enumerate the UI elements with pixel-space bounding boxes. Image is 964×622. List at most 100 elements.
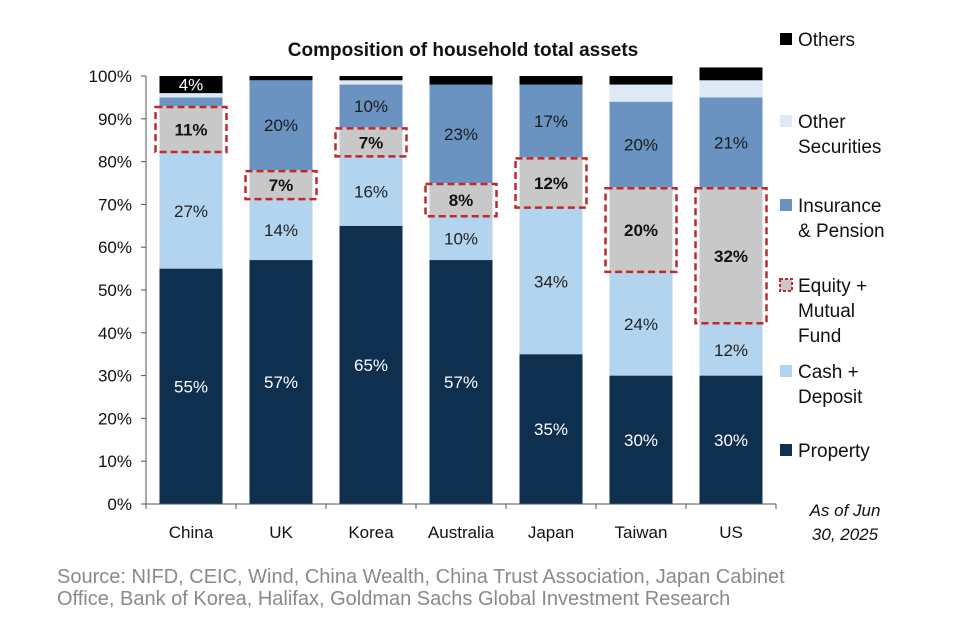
y-tick-label: 20%: [98, 409, 132, 428]
y-tick-label: 30%: [98, 367, 132, 386]
data-label: 34%: [534, 272, 568, 291]
chart-title: Composition of household total assets: [288, 40, 638, 61]
data-label: 30%: [624, 431, 658, 450]
legend-swatch: [780, 115, 792, 127]
legend-label: Mutual: [798, 301, 855, 322]
data-label: 11%: [174, 121, 207, 140]
data-label: 57%: [444, 373, 478, 392]
bar-segment: [429, 84, 493, 183]
legend-swatch: [780, 444, 792, 456]
y-tick-label: 70%: [98, 195, 132, 214]
data-label: 32%: [714, 247, 748, 266]
data-label: 20%: [624, 221, 658, 240]
data-label: 20%: [264, 116, 298, 135]
bar-segment: [159, 93, 223, 98]
data-label: 24%: [624, 315, 658, 334]
bar-segment: [519, 354, 583, 504]
data-label: 10%: [354, 97, 388, 116]
equity-highlight-box: [154, 105, 228, 154]
bar-segment: [159, 153, 223, 269]
equity-highlight-box: [514, 157, 588, 209]
bar-segment: [699, 67, 763, 81]
data-label: 12%: [534, 174, 568, 193]
y-tick-label: 60%: [98, 238, 132, 257]
bar-segment: [699, 375, 763, 504]
legend-label: Insurance: [798, 196, 881, 217]
y-tick-label: 80%: [98, 153, 132, 172]
equity-highlight-box: [604, 187, 678, 274]
bar-segment: [609, 101, 673, 188]
data-label: 4%: [179, 76, 204, 95]
data-label: 17%: [534, 112, 568, 131]
equity-highlight-box: [424, 182, 498, 218]
bar-segment: [339, 127, 403, 158]
source-line-2: Office, Bank of Korea, Halifax, Goldman …: [57, 588, 731, 610]
y-tick-label: 40%: [98, 324, 132, 343]
bar-segment: [159, 268, 223, 504]
x-tick-label: UK: [269, 523, 293, 542]
data-label: 7%: [359, 133, 384, 152]
equity-highlight-box: [244, 169, 318, 201]
legend-label: Fund: [798, 326, 841, 347]
bar-segment: [339, 76, 403, 81]
data-label: 14%: [264, 221, 298, 240]
x-tick-label: Australia: [428, 523, 495, 542]
data-label: 65%: [354, 356, 388, 375]
bar-segment: [429, 217, 493, 261]
x-tick-label: Korea: [348, 523, 394, 542]
y-tick-label: 50%: [98, 281, 132, 300]
y-tick-label: 0%: [107, 495, 132, 514]
source-note: Source: NIFD, CEIC, Wind, China Wealth, …: [57, 566, 957, 610]
data-label: 30%: [714, 431, 748, 450]
bar-segment: [159, 97, 223, 106]
y-tick-label: 100%: [89, 67, 132, 86]
equity-highlight-box: [334, 127, 408, 158]
data-label: 16%: [354, 183, 388, 202]
x-tick-label: US: [719, 523, 743, 542]
bar-segment: [429, 76, 493, 85]
bar-segment: [519, 84, 583, 158]
legend-label: Others: [798, 30, 855, 51]
bar-segment: [429, 183, 493, 218]
bar-segment: [159, 105, 223, 154]
data-label: 35%: [534, 420, 568, 439]
legend-label: Cash +: [798, 362, 859, 383]
equity-highlight-box: [694, 187, 768, 325]
data-label: 23%: [444, 125, 478, 144]
x-tick-label: Japan: [528, 523, 574, 542]
bar-segment: [609, 272, 673, 376]
data-label: 55%: [174, 377, 208, 396]
bar-segment: [699, 80, 763, 98]
legend-swatch: [780, 199, 792, 211]
bar-segment: [339, 157, 403, 226]
x-axis: China UK Korea Australia Japan Taiwan US: [145, 503, 777, 542]
x-tick-label: Taiwan: [615, 523, 668, 542]
note-line: 30, 2025: [812, 525, 879, 544]
data-label: 57%: [264, 373, 298, 392]
bar-segment: [159, 76, 223, 94]
bar-segment: [249, 80, 313, 171]
legend-label: Property: [798, 441, 870, 462]
bar-segment: [339, 84, 403, 128]
legend-label: Equity +: [798, 276, 867, 297]
bar-segment: [609, 76, 673, 85]
bar-segment: [249, 170, 313, 201]
y-tick-label: 10%: [98, 452, 132, 471]
legend-label: Other: [798, 112, 846, 133]
bar-segment: [339, 80, 403, 85]
data-label: 8%: [449, 191, 474, 210]
bar-segment: [429, 260, 493, 504]
legend-label: Securities: [798, 137, 881, 158]
bar-segment: [609, 375, 673, 504]
data-label: 10%: [444, 230, 478, 249]
legend-label: Deposit: [798, 387, 863, 408]
bars: 55% 27% 4% 57% 14% 20% 65% 16% 10% 57% 10% 23% 35% 34…: [154, 67, 768, 505]
bar-segment: [609, 187, 673, 273]
data-label: 27%: [174, 202, 208, 221]
data-label: 12%: [714, 341, 748, 360]
as-of-note: As of Jun 30, 2025: [809, 501, 881, 544]
bar-segment: [519, 76, 583, 85]
legend-swatch: [780, 365, 792, 377]
data-label: 7%: [269, 176, 294, 195]
